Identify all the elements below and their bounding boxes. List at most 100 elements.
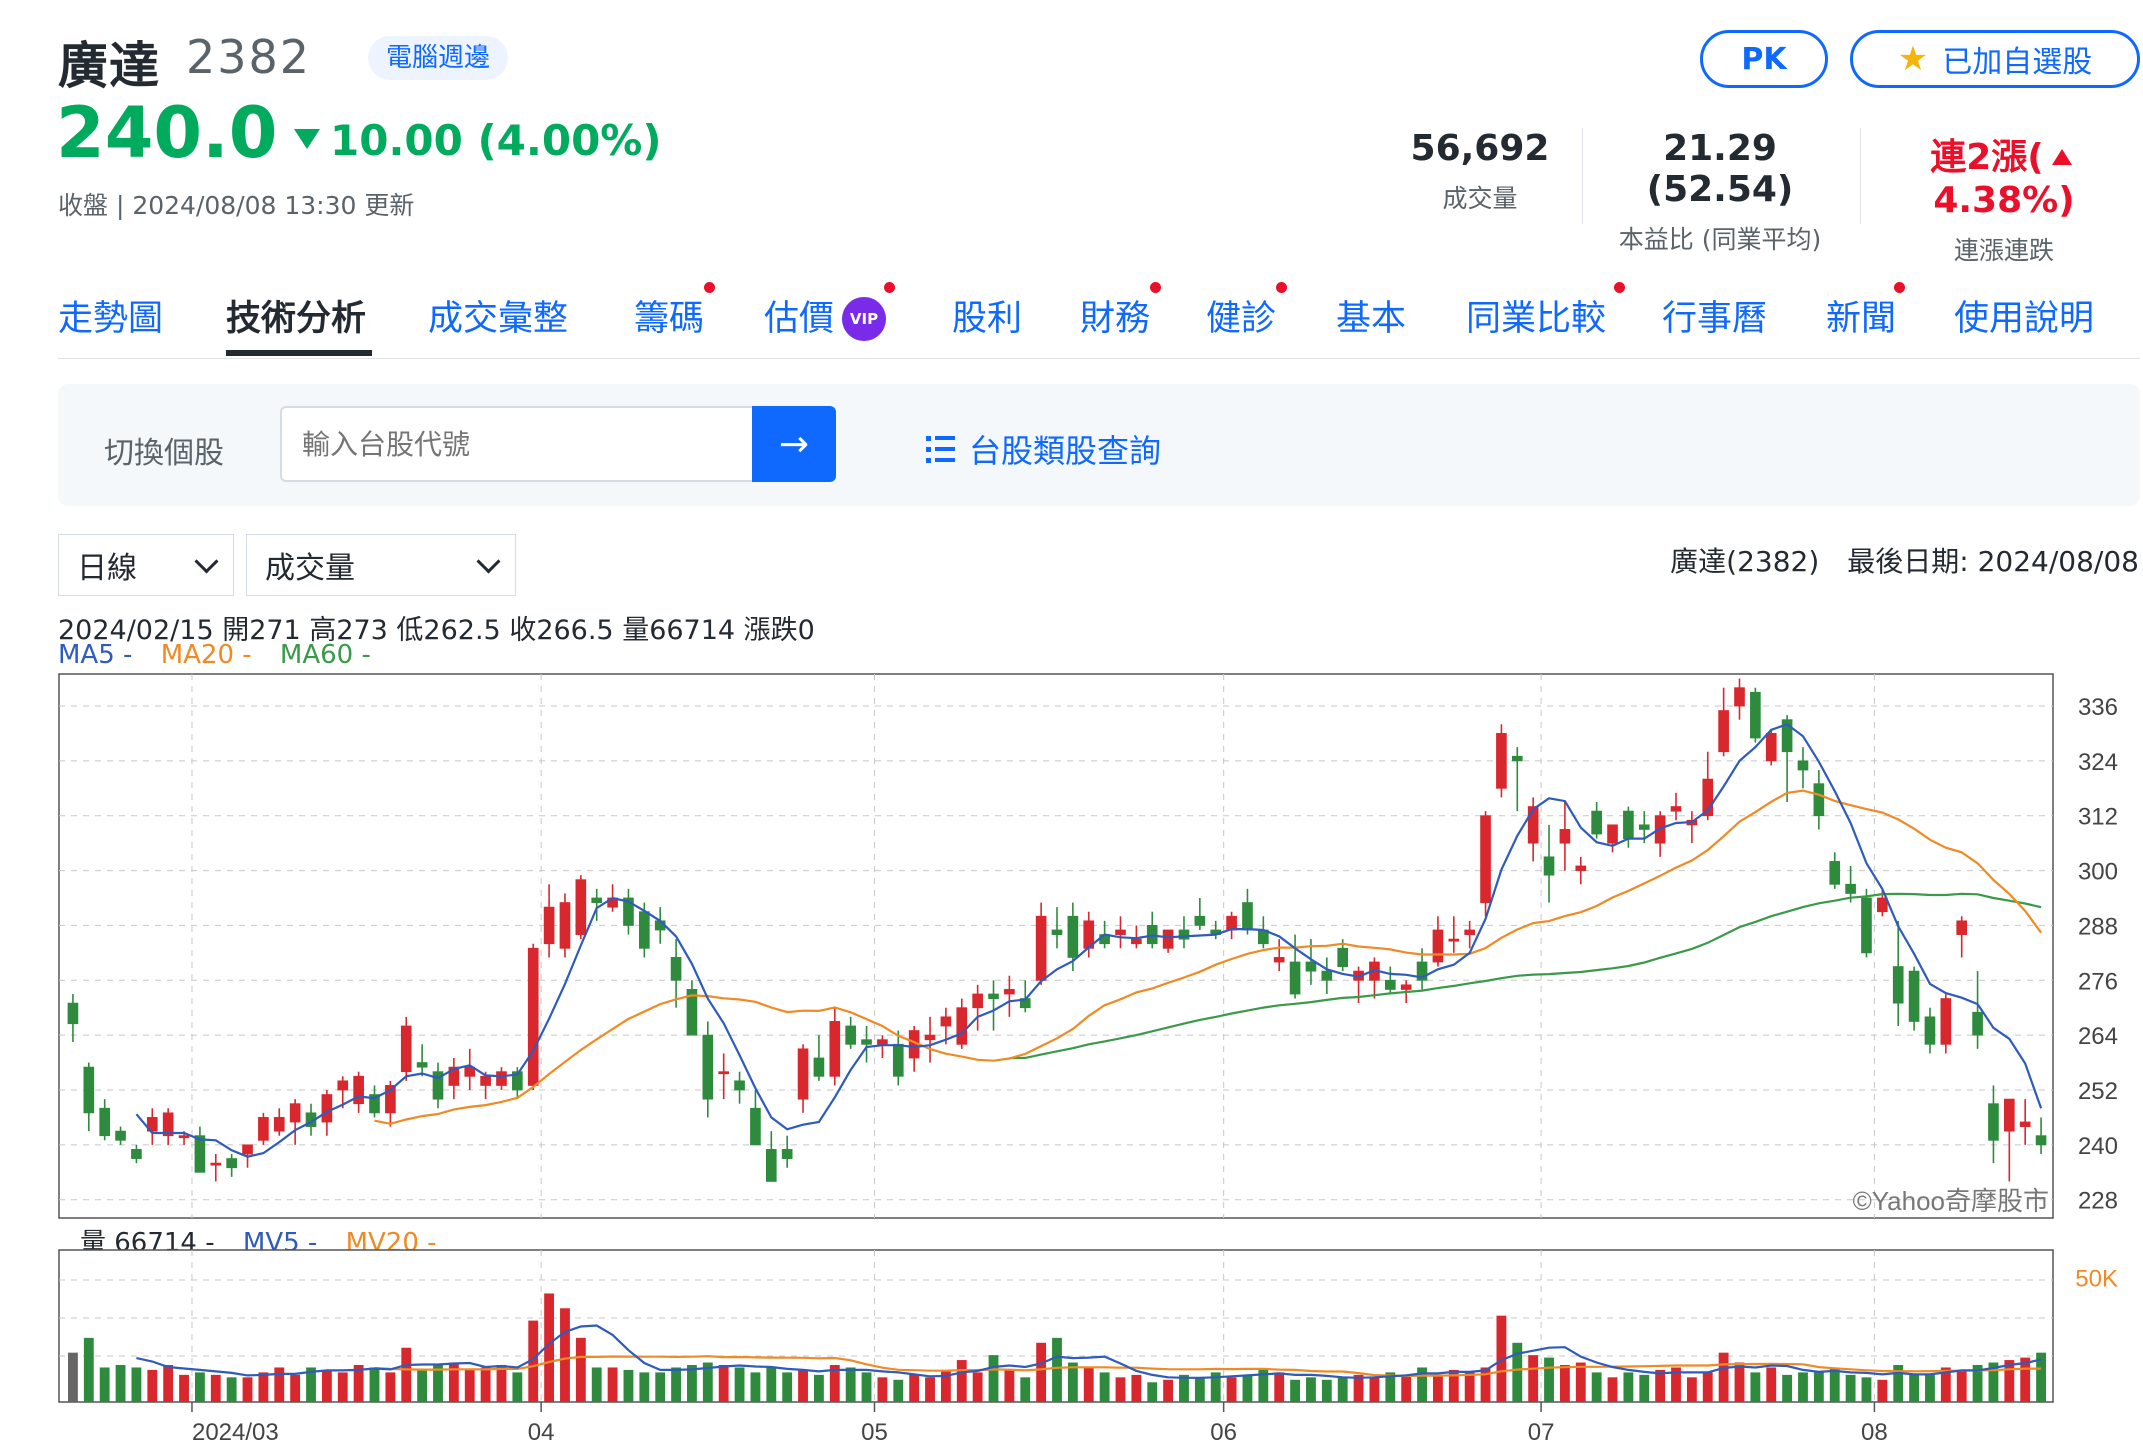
divider <box>1860 128 1861 224</box>
volume-bar <box>274 1367 285 1402</box>
volume-bar <box>1401 1374 1412 1402</box>
tab-basic[interactable]: 基本 <box>1336 299 1407 339</box>
candle <box>1638 824 1650 830</box>
price-tick-label: 264 <box>2078 1023 2118 1050</box>
candle <box>639 911 650 949</box>
tab-trades[interactable]: 成交彙整 <box>428 299 569 339</box>
candle <box>258 1117 269 1141</box>
volume-bar <box>544 1293 555 1402</box>
switch-stock-label: 切換個股 <box>104 436 224 471</box>
candle <box>1861 897 1872 954</box>
volume-bar <box>813 1374 824 1402</box>
stat-streak: 連2漲(4.38%) 連漲連跌 <box>1866 128 2142 267</box>
go-arrow-button[interactable]: → <box>752 406 836 482</box>
candle <box>861 1039 872 1045</box>
candle <box>877 1039 888 1045</box>
volume-bar <box>401 1347 412 1402</box>
tab-trend[interactable]: 走勢圖 <box>58 299 164 339</box>
candle <box>416 1062 428 1068</box>
volume-bar <box>1464 1372 1475 1402</box>
watchlist-label: 已加自選股 <box>1942 45 2093 80</box>
volume-bar <box>1480 1367 1491 1402</box>
up-triangle-icon <box>2051 149 2072 165</box>
candle <box>1337 947 1349 967</box>
tab-help[interactable]: 使用說明 <box>1954 299 2095 339</box>
candle <box>432 1071 444 1100</box>
volume-bar <box>179 1374 189 1402</box>
volume-bar <box>1290 1379 1301 1402</box>
volume-bar <box>972 1372 983 1402</box>
tab-financial[interactable]: 財務 <box>1080 299 1151 339</box>
volume-bar <box>1940 1367 1951 1402</box>
volume-bar <box>512 1372 523 1402</box>
tab-dividend[interactable]: 股利 <box>952 299 1023 339</box>
volume-bar <box>1782 1374 1793 1402</box>
star-icon: ★ <box>1897 39 1929 79</box>
candle <box>1527 806 1539 844</box>
candle <box>527 947 539 1086</box>
active-tab-indicator <box>226 350 372 356</box>
volume-bar <box>1242 1374 1253 1402</box>
stock-code-input[interactable] <box>280 406 752 482</box>
stat-pe: 21.29 (52.54) 本益比 (同業平均) <box>1590 128 1850 256</box>
volume-bar <box>1448 1369 1459 1402</box>
ma60-legend: MA60 - <box>279 640 371 670</box>
volume-bar <box>782 1372 793 1402</box>
pk-button[interactable]: PK <box>1700 30 1828 88</box>
candle <box>1988 1103 1999 1141</box>
candle <box>496 1071 507 1086</box>
mv5-line <box>136 1324 2042 1379</box>
candle <box>1829 861 1841 885</box>
candle <box>734 1080 745 1091</box>
indicator-select[interactable]: 成交量 <box>246 534 516 596</box>
tab-news[interactable]: 新聞 <box>1826 299 1897 339</box>
tab-calendar[interactable]: 行事曆 <box>1662 299 1768 339</box>
candle <box>813 1057 825 1077</box>
volume-bar <box>1067 1362 1078 1402</box>
volume-bar <box>1036 1342 1047 1402</box>
candle <box>1131 938 1142 945</box>
volume-bar <box>1131 1374 1142 1402</box>
stat-volume-value: 56,692 <box>1410 128 1550 169</box>
tab-valuation[interactable]: 估價 VIP <box>764 290 887 341</box>
candle <box>131 1149 142 1159</box>
stat-pe-label: 本益比 (同業平均) <box>1618 225 1822 254</box>
tab-health[interactable]: 健診 <box>1206 299 1277 339</box>
volume-bar <box>1972 1365 1983 1402</box>
volume-bar <box>210 1374 221 1402</box>
candle <box>591 897 603 903</box>
add-watchlist-button[interactable]: ★ 已加自選股 <box>1850 30 2140 88</box>
candle <box>559 902 571 949</box>
period-select[interactable]: 日線 <box>58 534 234 596</box>
tab-peer[interactable]: 同業比較 <box>1466 299 1607 339</box>
tab-technical[interactable]: 技術分析 <box>226 299 367 339</box>
streak-paren: ( <box>2027 137 2044 178</box>
volume-bar <box>671 1367 681 1402</box>
ma20-legend: MA20 - <box>160 640 252 670</box>
price-tick-label: 252 <box>2078 1078 2118 1105</box>
volume-bar <box>1512 1342 1523 1402</box>
candle <box>289 1103 301 1123</box>
candle <box>2019 1121 2031 1127</box>
volume-bar <box>306 1367 316 1402</box>
stat-volume-label: 成交量 <box>1442 184 1518 213</box>
candle <box>1765 733 1777 762</box>
category-search-link[interactable]: 台股類股查詢 <box>926 426 1161 472</box>
volume-bar <box>1877 1379 1888 1402</box>
candle <box>178 1135 190 1139</box>
volume-bar <box>1861 1377 1872 1402</box>
candle <box>1543 856 1555 876</box>
tab-chips[interactable]: 籌碼 <box>634 299 705 339</box>
new-dot-icon <box>1614 282 1625 293</box>
category-badge[interactable]: 電腦週邊 <box>368 36 509 80</box>
candle <box>99 1107 111 1137</box>
volume-bar <box>290 1374 301 1402</box>
volume-bar <box>861 1372 872 1402</box>
list-icon <box>926 435 955 463</box>
volume-bar <box>1893 1365 1904 1402</box>
volume-bar <box>655 1372 666 1402</box>
x-tick-label: 05 <box>861 1419 888 1446</box>
volume-bar <box>956 1360 967 1402</box>
volume-bar <box>623 1369 634 1402</box>
